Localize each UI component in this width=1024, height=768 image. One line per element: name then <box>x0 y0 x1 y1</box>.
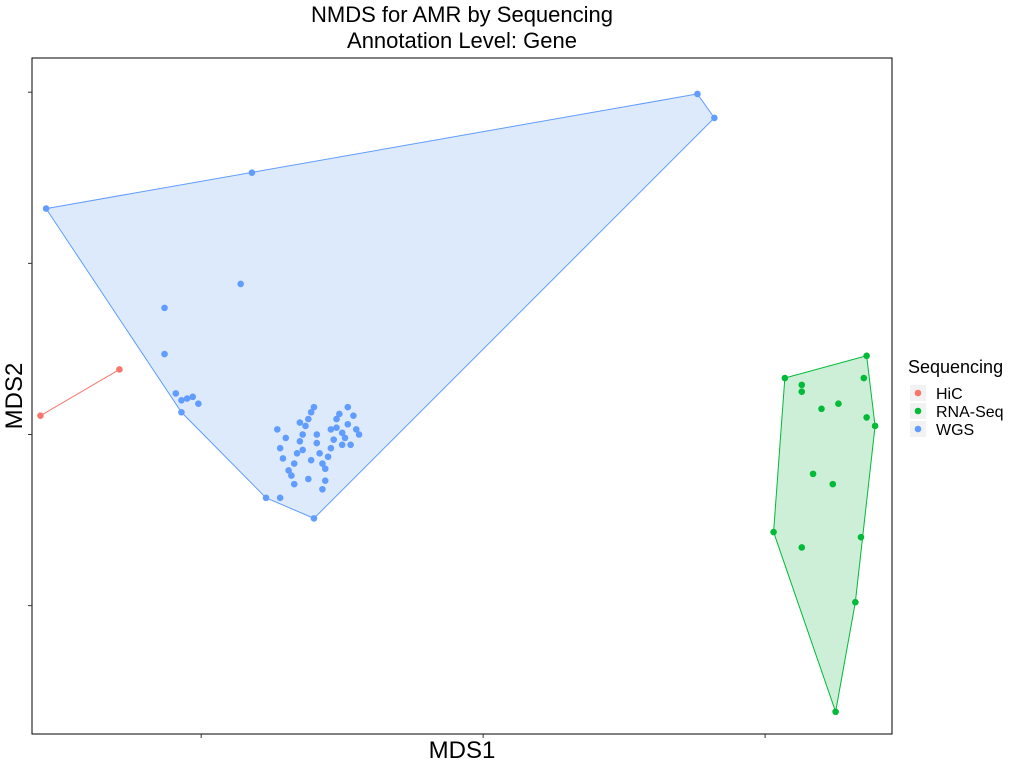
point-wgs-2 <box>237 280 244 288</box>
point-wgs-24 <box>302 422 309 430</box>
point-wgs-27 <box>310 403 318 411</box>
point-rna-seq-7 <box>863 414 870 421</box>
point-wgs-35 <box>330 436 338 443</box>
point-wgs-10 <box>195 400 202 408</box>
legend-label-hic: HiC <box>936 386 963 403</box>
point-rna-seq-3 <box>818 405 825 413</box>
point-rna-seq-1 <box>798 381 806 389</box>
point-rna-seq-5 <box>860 374 868 382</box>
points-layer <box>37 90 879 716</box>
point-wgs-3 <box>161 304 168 312</box>
point-rna-seq-4 <box>835 400 842 408</box>
point-rna-seq-14 <box>852 598 859 606</box>
point-wgs-55 <box>321 465 329 473</box>
point-rna-seq-11 <box>770 528 777 536</box>
point-wgs-6 <box>178 396 185 404</box>
point-wgs-7 <box>178 408 185 416</box>
point-wgs-4 <box>161 350 168 358</box>
point-wgs-51 <box>327 426 335 433</box>
point-wgs-23 <box>299 431 306 438</box>
point-wgs-11 <box>262 494 270 502</box>
point-wgs-14 <box>282 434 290 442</box>
point-wgs-26 <box>307 408 315 416</box>
legend-key-wgs <box>914 425 922 433</box>
point-wgs-43 <box>350 412 357 419</box>
chart-subtitle: Annotation Level: Gene <box>347 28 577 53</box>
point-wgs-29 <box>313 439 321 447</box>
point-wgs-48 <box>319 485 326 493</box>
point-wgs-36 <box>333 424 340 431</box>
plot-area <box>28 57 893 738</box>
point-wgs-5 <box>172 390 180 397</box>
point-hic-0 <box>37 412 44 419</box>
point-rna-seq-13 <box>857 533 865 541</box>
point-wgs-42 <box>347 441 354 449</box>
point-wgs-0 <box>42 205 50 212</box>
point-rna-seq-6 <box>863 352 870 360</box>
point-wgs-22 <box>296 438 304 445</box>
point-rna-seq-9 <box>809 470 817 478</box>
point-wgs-28 <box>313 431 321 438</box>
point-hic-1 <box>116 366 123 373</box>
point-rna-seq-2 <box>798 388 806 396</box>
y-axis-label: MDS2 <box>1 363 28 430</box>
point-wgs-17 <box>279 455 287 462</box>
point-wgs-21 <box>293 450 301 457</box>
point-wgs-44 <box>352 426 360 433</box>
point-wgs-50 <box>307 456 315 464</box>
point-wgs-41 <box>344 420 352 428</box>
point-wgs-33 <box>324 453 332 461</box>
point-wgs-52 <box>338 441 346 449</box>
tick-layer <box>28 91 766 738</box>
point-wgs-38 <box>336 410 343 418</box>
point-rna-seq-15 <box>832 708 839 716</box>
point-wgs-31 <box>319 460 326 467</box>
point-rna-seq-0 <box>781 374 789 382</box>
point-wgs-8 <box>183 395 191 402</box>
legend-key-hic <box>914 389 922 397</box>
point-wgs-45 <box>355 431 363 438</box>
chart-title: NMDS for AMR by Sequencing <box>311 2 613 27</box>
point-wgs-32 <box>321 477 329 485</box>
point-wgs-46 <box>299 446 306 454</box>
legend-title: Sequencing <box>908 357 1003 377</box>
legend-label-wgs: WGS <box>936 422 974 439</box>
point-wgs-25 <box>305 415 312 423</box>
point-wgs-47 <box>305 475 312 483</box>
point-wgs-20 <box>290 460 298 467</box>
hull-layer <box>40 93 876 714</box>
point-wgs-15 <box>274 426 281 433</box>
legend-label-rna-seq: RNA-Seq <box>936 404 1004 421</box>
point-wgs-34 <box>327 444 335 452</box>
point-wgs-19 <box>288 472 295 479</box>
point-wgs-39 <box>338 429 346 437</box>
point-wgs-56 <box>694 90 701 98</box>
point-wgs-13 <box>310 515 318 522</box>
point-wgs-49 <box>290 480 298 488</box>
point-wgs-9 <box>189 393 197 401</box>
point-wgs-57 <box>711 114 718 122</box>
point-rna-seq-8 <box>871 422 879 430</box>
legend-key-rna-seq <box>914 407 922 415</box>
point-wgs-12 <box>276 494 284 502</box>
point-wgs-37 <box>333 415 340 423</box>
point-wgs-16 <box>276 444 284 452</box>
point-wgs-30 <box>316 450 323 457</box>
point-wgs-18 <box>285 467 292 474</box>
point-rna-seq-12 <box>798 544 806 551</box>
point-wgs-54 <box>296 419 304 426</box>
x-axis-label: MDS1 <box>429 737 496 764</box>
point-wgs-1 <box>248 169 256 176</box>
point-rna-seq-10 <box>829 480 837 488</box>
hull-hic <box>40 369 120 417</box>
point-wgs-40 <box>341 434 349 442</box>
point-wgs-53 <box>344 403 352 411</box>
